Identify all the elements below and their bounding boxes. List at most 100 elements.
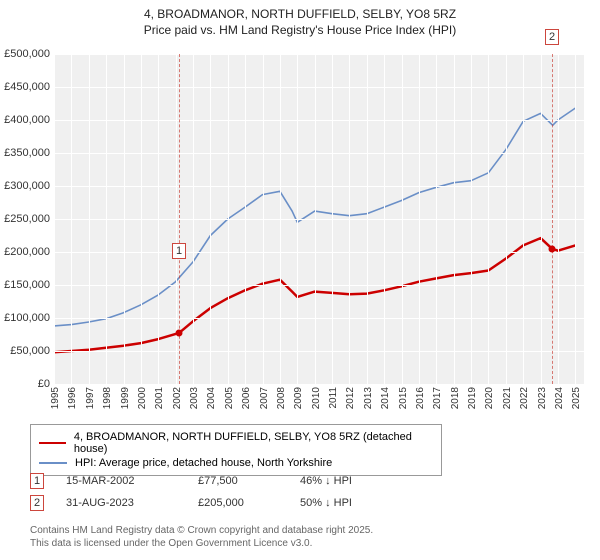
xtick-label: 2012 xyxy=(345,387,356,409)
xtick-label: 1995 xyxy=(50,387,61,409)
xtick-label: 2002 xyxy=(172,387,183,409)
marker-point xyxy=(549,245,556,252)
xtick-label: 2018 xyxy=(450,387,461,409)
chart: 12 £0 £50,000 £100,000 £150,000 £200,000 £250… xyxy=(0,48,600,418)
gridline-v xyxy=(297,54,298,384)
gridline-h xyxy=(54,153,584,154)
ytick-label: £250,000 xyxy=(4,213,50,225)
xtick-label: 2019 xyxy=(467,387,478,409)
xtick-label: 2010 xyxy=(311,387,322,409)
ytick-label: £450,000 xyxy=(4,81,50,93)
transaction-price: £77,500 xyxy=(198,475,278,487)
ytick-label: £50,000 xyxy=(10,345,50,357)
legend: 4, BROADMANOR, NORTH DUFFIELD, SELBY, YO… xyxy=(30,424,442,476)
plot-area: 12 xyxy=(54,54,584,384)
footnote: Contains HM Land Registry data © Crown c… xyxy=(30,524,373,550)
ytick-label: £400,000 xyxy=(4,114,50,126)
marker-label: 1 xyxy=(172,243,186,259)
transaction-table: 1 15-MAR-2002 £77,500 46% ↓ HPI 2 31-AUG-2023… xyxy=(30,470,400,514)
gridline-v xyxy=(402,54,403,384)
xtick-label: 2013 xyxy=(363,387,374,409)
ytick-label: £200,000 xyxy=(4,246,50,258)
xtick-label: 2000 xyxy=(137,387,148,409)
gridline-v xyxy=(506,54,507,384)
ytick-label: £350,000 xyxy=(4,147,50,159)
gridline-v xyxy=(384,54,385,384)
transaction-row: 1 15-MAR-2002 £77,500 46% ↓ HPI xyxy=(30,470,400,492)
gridline-v xyxy=(228,54,229,384)
gridline-v xyxy=(245,54,246,384)
legend-item: HPI: Average price, detached house, Nort… xyxy=(39,456,433,470)
chart-title: 4, BROADMANOR, NORTH DUFFIELD, SELBY, YO… xyxy=(0,0,600,42)
legend-item: 4, BROADMANOR, NORTH DUFFIELD, SELBY, YO… xyxy=(39,430,433,456)
ytick-label: £150,000 xyxy=(4,279,50,291)
ytick-label: £300,000 xyxy=(4,180,50,192)
gridline-v xyxy=(349,54,350,384)
xtick-label: 2008 xyxy=(276,387,287,409)
gridline-v xyxy=(523,54,524,384)
gridline-v xyxy=(315,54,316,384)
xtick-label: 2016 xyxy=(415,387,426,409)
gridline-v xyxy=(419,54,420,384)
transaction-price: £205,000 xyxy=(198,497,278,509)
legend-label: 4, BROADMANOR, NORTH DUFFIELD, SELBY, YO… xyxy=(74,431,433,455)
legend-swatch xyxy=(39,462,67,464)
xtick-label: 2017 xyxy=(432,387,443,409)
transaction-marker: 1 xyxy=(30,473,44,489)
xtick-label: 2011 xyxy=(328,387,339,409)
xtick-label: 1996 xyxy=(67,387,78,409)
gridline-v xyxy=(280,54,281,384)
gridline-v xyxy=(71,54,72,384)
xtick-label: 2024 xyxy=(554,387,565,409)
transaction-date: 15-MAR-2002 xyxy=(66,475,176,487)
xtick-label: 2022 xyxy=(519,387,530,409)
xtick-label: 1997 xyxy=(85,387,96,409)
gridline-h xyxy=(54,285,584,286)
xtick-label: 2001 xyxy=(154,387,165,409)
gridline-v xyxy=(158,54,159,384)
transaction-date: 31-AUG-2023 xyxy=(66,497,176,509)
xtick-label: 2009 xyxy=(293,387,304,409)
marker-point xyxy=(176,329,183,336)
gridline-v xyxy=(193,54,194,384)
gridline-h xyxy=(54,318,584,319)
xtick-label: 1999 xyxy=(120,387,131,409)
gridline-v xyxy=(558,54,559,384)
gridline-v xyxy=(54,54,55,384)
gridline-v xyxy=(541,54,542,384)
ytick-label: £100,000 xyxy=(4,312,50,324)
gridline-v xyxy=(488,54,489,384)
marker-line xyxy=(552,54,553,384)
gridline-v xyxy=(436,54,437,384)
legend-label: HPI: Average price, detached house, Nort… xyxy=(75,457,332,469)
gridline-v xyxy=(575,54,576,384)
legend-swatch xyxy=(39,442,66,444)
transaction-pct: 46% ↓ HPI xyxy=(300,475,400,487)
gridline-v xyxy=(263,54,264,384)
xtick-label: 2015 xyxy=(398,387,409,409)
gridline-v xyxy=(367,54,368,384)
gridline-h xyxy=(54,186,584,187)
xtick-label: 2021 xyxy=(502,387,513,409)
gridline-v xyxy=(141,54,142,384)
xtick-label: 2005 xyxy=(224,387,235,409)
gridline-h xyxy=(54,384,584,385)
xtick-label: 2020 xyxy=(484,387,495,409)
gridline-v xyxy=(471,54,472,384)
xtick-label: 2006 xyxy=(241,387,252,409)
gridline-v xyxy=(454,54,455,384)
gridline-v xyxy=(124,54,125,384)
marker-label: 2 xyxy=(545,29,559,45)
gridline-h xyxy=(54,54,584,55)
xtick-label: 2007 xyxy=(259,387,270,409)
gridline-v xyxy=(210,54,211,384)
title-line1: 4, BROADMANOR, NORTH DUFFIELD, SELBY, YO… xyxy=(10,6,590,22)
transaction-pct: 50% ↓ HPI xyxy=(300,497,400,509)
ytick-label: £0 xyxy=(38,378,50,390)
xtick-label: 2003 xyxy=(189,387,200,409)
transaction-marker: 2 xyxy=(30,495,44,511)
xtick-label: 1998 xyxy=(102,387,113,409)
title-line2: Price paid vs. HM Land Registry's House … xyxy=(10,22,590,38)
transaction-row: 2 31-AUG-2023 £205,000 50% ↓ HPI xyxy=(30,492,400,514)
gridline-h xyxy=(54,219,584,220)
